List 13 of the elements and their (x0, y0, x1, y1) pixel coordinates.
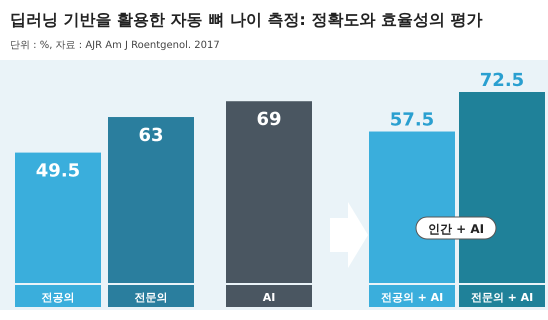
annotation: 인간 + AI (428, 222, 484, 236)
data-label: 57.5 (390, 110, 434, 131)
data-label: 72.5 (480, 70, 524, 91)
data-label: 69 (256, 109, 282, 130)
x-tick-label: 전문의 (134, 291, 168, 304)
x-tick-label: AI (262, 291, 276, 304)
data-label: 49.5 (36, 160, 80, 182)
chart-subtitle: 단위 : %, 자료 : AJR Am J Roentgenol. 2017 (10, 40, 220, 51)
x-tick-label: 전공의 + AI (380, 291, 444, 304)
x-tick-label: 전문의 + AI (470, 291, 534, 304)
chart-title: 딥러닝 기반을 활용한 자동 뼈 나이 측정: 정확도와 효율성의 평가 (10, 10, 483, 29)
x-tick-label: 전공의 (42, 291, 74, 304)
data-label: 63 (138, 125, 164, 146)
